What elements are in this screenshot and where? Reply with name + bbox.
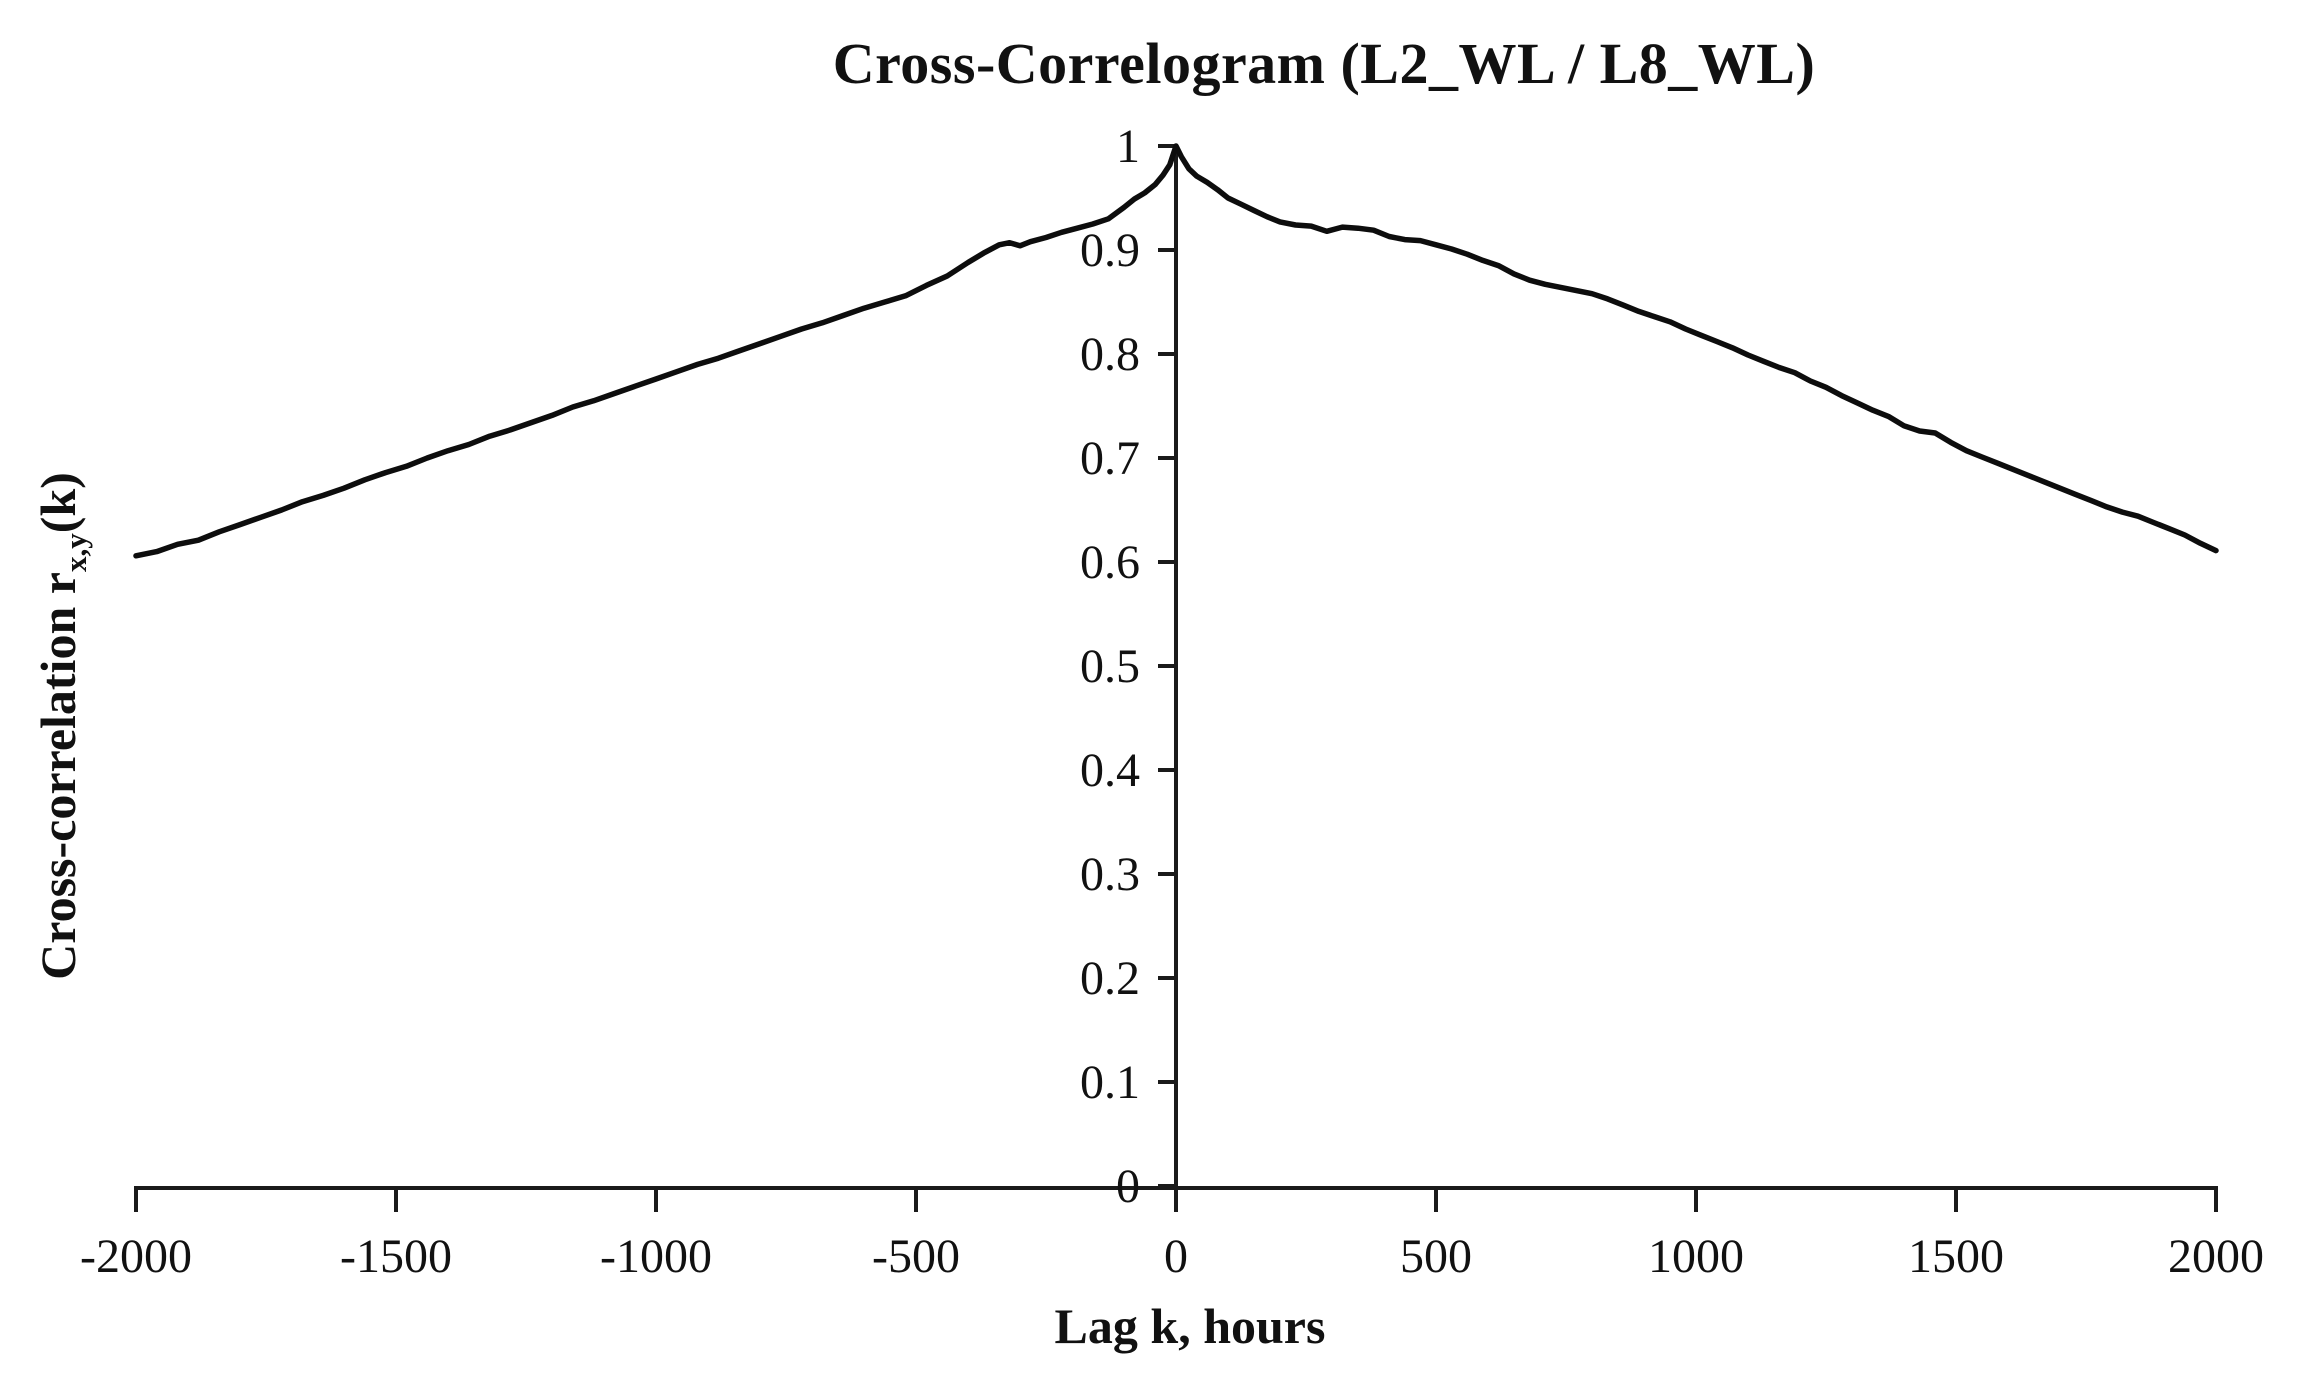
- curve-cross-correlation: [133, 143, 2219, 559]
- x-tick-label: -1000: [600, 1230, 712, 1283]
- y-tick-label: 0: [1116, 1160, 1140, 1213]
- chart-title: Cross-Correlogram (L2_WL / L8_WL): [832, 31, 1816, 96]
- y-tick-label: 0.6: [1080, 536, 1140, 589]
- y-tick-label: 0.3: [1080, 848, 1140, 901]
- y-tick-label: 1: [1116, 120, 1140, 173]
- x-axis-tick-labels: -2000 -1500 -1000 -500 0 500 1000 1500 2000: [80, 1230, 2264, 1283]
- x-tick-label: -2000: [80, 1230, 192, 1283]
- y-axis-tick-labels: 0 0.1 0.2 0.3 0.4 0.5 0.6 0.7 0.8 0.9 1: [1080, 120, 1140, 1213]
- y-tick-label: 0.9: [1080, 224, 1140, 277]
- x-tick-label: -500: [872, 1230, 960, 1283]
- x-tick-label: 0: [1164, 1230, 1188, 1283]
- x-tick-label: 1500: [1908, 1230, 2004, 1283]
- x-tick-label: 500: [1400, 1230, 1472, 1283]
- y-tick-label: 0.8: [1080, 328, 1140, 381]
- x-tick-label: -1500: [340, 1230, 452, 1283]
- y-tick-label: 0.7: [1080, 432, 1140, 485]
- x-axis-title: Lag k, hours: [1054, 1298, 1326, 1354]
- y-tick-label: 0.5: [1080, 640, 1140, 693]
- y-axis-ticks: [1158, 144, 1176, 1188]
- x-axis-ticks: [134, 1188, 2218, 1212]
- y-tick-label: 0.1: [1080, 1056, 1140, 1109]
- y-tick-label: 0.4: [1080, 744, 1140, 797]
- y-tick-label: 0.2: [1080, 952, 1140, 1005]
- x-tick-label: 2000: [2168, 1230, 2264, 1283]
- x-tick-label: 1000: [1648, 1230, 1744, 1283]
